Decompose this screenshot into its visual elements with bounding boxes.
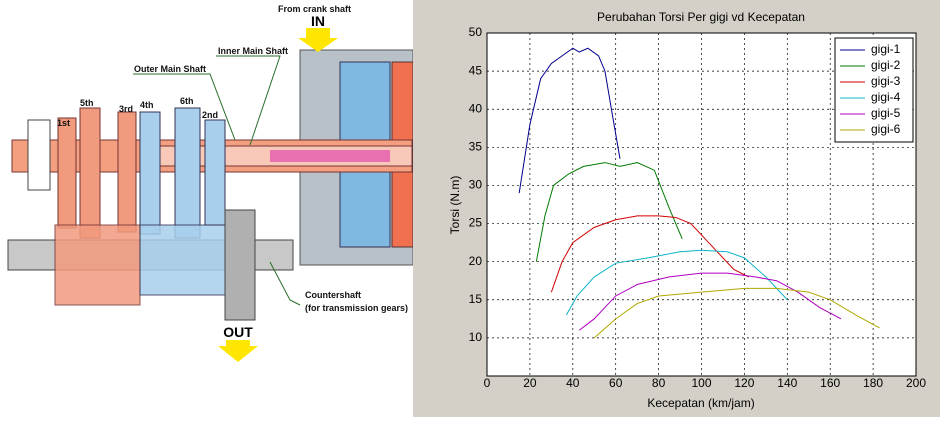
x-tick-label: 180	[863, 376, 883, 390]
leader	[216, 55, 281, 146]
label: 3rd	[119, 104, 133, 114]
x-tick-label: 0	[484, 376, 491, 390]
y-tick-label: 15	[469, 292, 483, 306]
x-tick-label: 20	[523, 376, 537, 390]
y-tick-label: 50	[469, 25, 483, 39]
y-axis-label: Torsi (N.m)	[448, 176, 462, 235]
x-tick-label: 100	[691, 376, 711, 390]
label: 1st	[57, 118, 70, 128]
legend-label: gigi-4	[871, 90, 901, 104]
label-in: IN	[311, 13, 325, 29]
y-tick-label: 25	[469, 216, 483, 230]
gear-6th	[174, 107, 201, 239]
gear-5th	[79, 107, 101, 239]
label: 5th	[80, 98, 94, 108]
label: Outer Main Shaft	[134, 64, 206, 74]
line	[535, 162, 683, 262]
x-axis-label: Kecepatan (km/jam)	[647, 396, 754, 410]
shaft-core	[270, 150, 390, 162]
y-tick-label: 20	[469, 254, 483, 268]
label: 4th	[140, 100, 154, 110]
label-out: OUT	[223, 324, 253, 340]
legend-label: gigi-2	[871, 58, 901, 72]
gear-2nd	[204, 119, 226, 226]
gear-4th	[139, 111, 161, 235]
x-tick-label: 200	[906, 376, 926, 390]
label: Inner Main Shaft	[218, 46, 288, 56]
line	[593, 287, 880, 339]
line	[518, 47, 621, 194]
label: From crank shaft	[278, 4, 351, 14]
label: Countershaft	[305, 290, 361, 300]
x-tick-label: 40	[566, 376, 580, 390]
counter-gears	[139, 224, 226, 296]
legend-label: gigi-6	[871, 122, 901, 136]
legend-label: gigi-5	[871, 106, 901, 120]
y-tick-label: 30	[469, 178, 483, 192]
y-tick-label: 35	[469, 140, 483, 154]
x-tick-label: 60	[609, 376, 623, 390]
y-tick-label: 10	[469, 330, 483, 344]
bearing	[27, 119, 51, 191]
leader-lines	[133, 55, 301, 306]
label: (for transmission gears)	[305, 303, 408, 313]
label: 2nd	[202, 110, 218, 120]
line	[550, 215, 749, 293]
counter-gears	[54, 224, 141, 306]
x-tick-label: 120	[734, 376, 754, 390]
y-tick-label: 45	[469, 63, 483, 77]
gear-1st	[57, 117, 77, 229]
y-tick-label: 40	[469, 101, 483, 115]
in-arrow	[298, 28, 338, 52]
out-arrow	[218, 340, 258, 362]
legend-label: gigi-1	[871, 42, 901, 56]
x-tick-label: 140	[777, 376, 797, 390]
leader	[269, 261, 301, 306]
line	[578, 272, 842, 331]
legend	[834, 37, 914, 143]
x-tick-label: 80	[652, 376, 666, 390]
gear-3rd	[117, 111, 137, 233]
chart-title: Perubahan Torsi Per gigi vd Kecepatan	[597, 10, 805, 24]
x-tick-label: 160	[820, 376, 840, 390]
leader	[133, 73, 236, 141]
legend-label: gigi-3	[871, 74, 901, 88]
label: 6th	[180, 96, 194, 106]
line	[565, 249, 788, 316]
output-gear	[224, 209, 256, 321]
